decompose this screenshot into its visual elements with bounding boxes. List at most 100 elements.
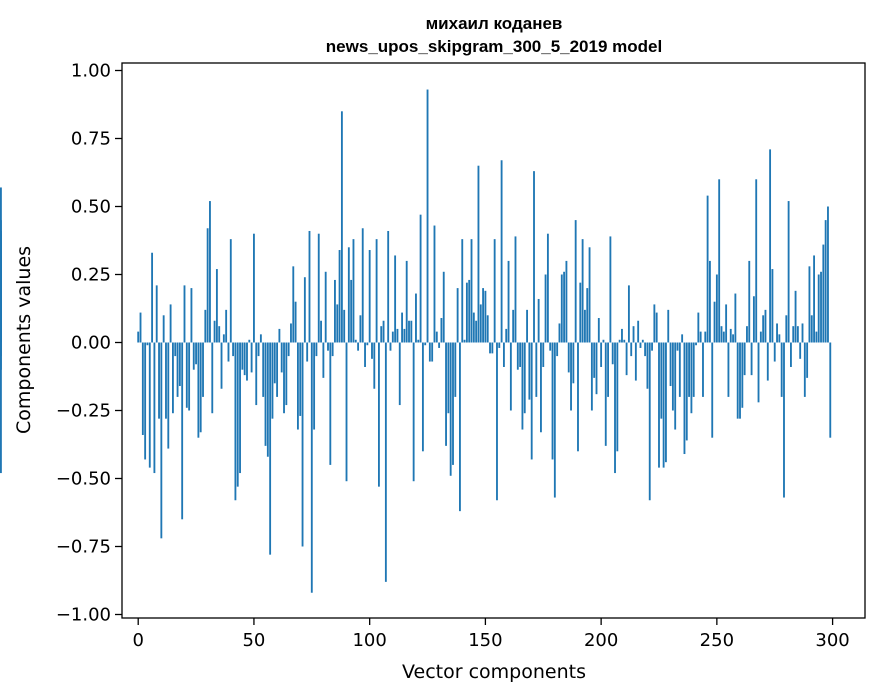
y-tick-label-8: −1.00 [56,605,111,626]
bar-150 [484,290,487,343]
bar-156 [498,342,501,348]
x-axis: 0 50 100 150 200 250 300 [132,618,850,651]
bar-172 [535,342,538,397]
bar-240 [692,342,695,397]
bar-86 [336,304,339,343]
bar-244 [702,342,704,397]
bar-117 [408,320,410,343]
bar-233 [676,342,679,351]
bar-82 [327,342,329,351]
bar-44 [239,342,241,474]
chart-subtitle: news_upos_skipgram_300_5_2019 model [326,37,662,56]
bar-34 [215,269,218,343]
bar-176 [544,274,547,343]
bar-191 [579,282,582,343]
bar-253 [722,331,725,343]
bar-207 [616,342,619,452]
bar-59 [273,342,276,384]
bar-3 [144,342,147,460]
bar-36 [220,342,223,389]
bar-275 [773,342,776,362]
bar-294 [817,274,820,343]
bar-225 [658,342,660,468]
bar-undefined [0,342,2,474]
bar-182 [558,323,561,343]
bar-149 [482,288,485,343]
bar-77 [315,342,318,357]
bar-213 [630,342,633,357]
bar-63 [283,342,285,414]
bar-278 [780,342,783,397]
bar-6 [151,252,154,343]
bar-230 [669,342,672,387]
bar-186 [567,342,570,373]
bar-37 [222,334,225,343]
bar-160 [507,260,510,343]
bar-239 [690,342,693,414]
bar-187 [570,342,572,411]
bar-273 [769,149,772,343]
bar-229 [667,309,670,343]
bar-99 [366,342,369,346]
bar-282 [790,342,792,367]
bar-27 [199,342,202,433]
bar-88 [340,111,343,343]
bar-19 [181,342,184,520]
bar-5 [148,342,151,468]
bar-95 [357,342,360,351]
bar-254 [725,304,728,343]
bar-205 [611,342,614,365]
bar-110 [391,331,394,343]
bar-141 [463,339,466,343]
bar-148 [479,304,482,343]
bar-98 [364,342,366,367]
y-tick-label-3: 0.25 [71,265,111,286]
bar-272 [766,342,769,381]
bar-132 [442,271,445,343]
x-tick-label-50: 50 [242,630,265,651]
bar-263 [746,326,748,343]
bar-46 [243,342,246,376]
bar-183 [560,274,563,343]
bar-274 [771,269,774,343]
bar-22 [188,342,191,411]
bar-1 [139,312,142,343]
bar-299 [829,342,832,438]
bar-157 [500,160,503,343]
bar-276 [776,323,778,343]
bar-196 [590,342,593,411]
bar-139 [459,342,461,512]
bar-57 [269,342,272,555]
bar-67 [292,266,295,343]
bar-247 [708,260,711,343]
bar-232 [674,342,677,430]
bar-133 [445,342,447,446]
bar-138 [456,288,459,343]
bar-129 [435,331,438,343]
bar-134 [447,342,450,414]
bar-238 [688,342,691,397]
bar-165 [519,342,522,367]
bar-164 [516,342,519,370]
bar-65 [287,342,290,357]
bar-69 [296,342,299,430]
bar-126 [428,342,431,362]
bar-87 [338,250,341,343]
y-tick-label-0: 1.00 [71,61,111,82]
bar-260 [739,342,741,419]
bar-245 [704,331,707,343]
bar-54 [262,342,265,397]
bar-206 [614,342,616,474]
bar-203 [607,342,609,397]
x-tick-label-150: 150 [468,630,502,651]
bar-104 [378,342,380,487]
bar-295 [820,271,822,343]
bar-171 [533,171,535,343]
bar-279 [783,342,785,498]
bar-178 [549,342,552,351]
bar-159 [505,328,508,343]
bar-39 [227,342,230,362]
bar-4 [146,342,149,346]
bar-235 [681,334,684,343]
bar-15 [172,342,174,414]
